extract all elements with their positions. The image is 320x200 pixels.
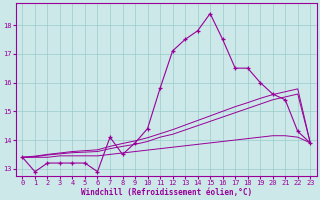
X-axis label: Windchill (Refroidissement éolien,°C): Windchill (Refroidissement éolien,°C) <box>81 188 252 197</box>
